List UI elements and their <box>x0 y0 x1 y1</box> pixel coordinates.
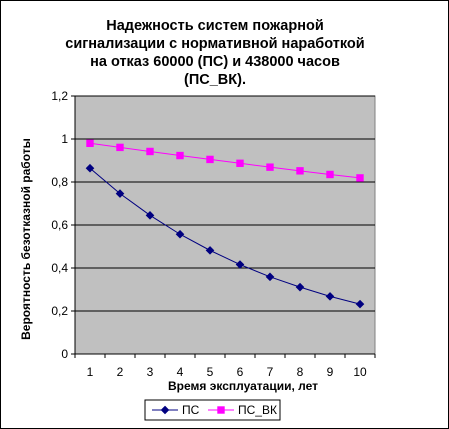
y-tick-label: 0,2 <box>51 304 68 318</box>
y-tick-label: 0,4 <box>51 261 68 275</box>
y-tick-label: 1,2 <box>51 89 68 103</box>
chart-title-line-3: на отказ 60000 (ПС) и 438000 часов <box>90 54 340 70</box>
series-line <box>89 167 361 305</box>
data-point <box>266 163 274 171</box>
legend-marker <box>217 406 225 414</box>
y-axis-label: Вероятность безотказной работы <box>19 138 33 340</box>
x-tick-label: 6 <box>237 365 244 379</box>
data-point <box>296 167 304 175</box>
y-axis-ticks: 0 0,2 0,4 0,6 0,8 1 1,2 <box>51 89 75 361</box>
data-point <box>355 299 365 309</box>
x-axis-ticks: 1 2 3 4 5 6 7 8 9 10 <box>74 354 376 379</box>
data-point <box>235 260 245 269</box>
data-point <box>176 151 184 160</box>
chart-title-line-1: Надежность систем пожарной <box>106 18 324 34</box>
legend-item: ПС <box>152 403 200 417</box>
data-point <box>145 211 155 220</box>
data-point <box>85 163 95 173</box>
legend-item: ПС_ВК <box>208 403 277 417</box>
data-point <box>86 139 94 148</box>
x-tick-label: 10 <box>353 365 367 379</box>
data-point <box>175 229 185 239</box>
data-point <box>265 272 275 282</box>
data-point <box>206 155 214 164</box>
series-1 <box>85 163 365 309</box>
gridlines <box>75 95 375 312</box>
x-axis-label: Время эксплуатации, лет <box>168 379 318 393</box>
series-2 <box>86 139 364 182</box>
x-tick-label: 1 <box>87 365 94 379</box>
series-line <box>89 142 361 179</box>
y-tick-label: 0,8 <box>51 175 68 189</box>
x-tick-label: 4 <box>177 365 184 379</box>
legend-label: ПС_ВК <box>238 403 277 417</box>
chart-title: Надежность систем пожарной сигнализации … <box>65 18 364 88</box>
legend: ПС ПС_ВК <box>144 399 281 421</box>
x-tick-label: 7 <box>267 365 274 379</box>
legend-label: ПС <box>182 403 200 417</box>
x-tick-label: 5 <box>207 365 214 379</box>
series-lines <box>85 139 365 309</box>
y-tick-label: 1 <box>61 132 68 146</box>
legend-marker <box>160 405 170 415</box>
x-tick-label: 9 <box>327 365 334 379</box>
data-point <box>205 246 215 255</box>
x-tick-label: 2 <box>117 365 124 379</box>
data-point <box>326 170 334 179</box>
data-point <box>295 282 305 292</box>
data-point <box>146 147 154 156</box>
x-tick-label: 8 <box>297 365 304 379</box>
data-point <box>325 292 335 301</box>
chart-title-line-2: сигнализации с нормативной наработкой <box>65 36 364 52</box>
chart-title-line-4: (ПС_ВК). <box>184 72 246 88</box>
x-tick-label: 3 <box>147 365 154 379</box>
data-point <box>356 174 364 182</box>
y-tick-label: 0,6 <box>51 218 68 232</box>
data-point <box>236 159 244 167</box>
y-tick-label: 0 <box>61 347 68 361</box>
data-point <box>116 143 124 152</box>
data-point <box>115 189 125 198</box>
